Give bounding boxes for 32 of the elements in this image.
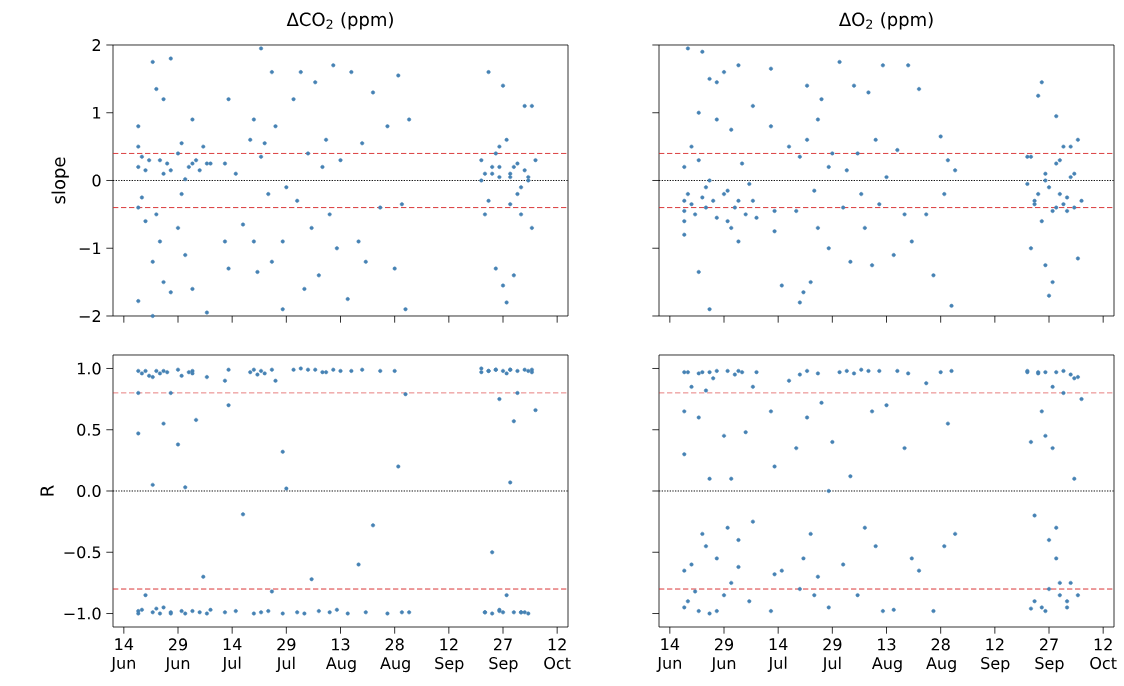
y-tick-label: 0.5 xyxy=(77,423,101,436)
x-tick-label: 29 Jun xyxy=(710,638,736,673)
x-tick-label: 28 Aug xyxy=(380,638,410,673)
x-tick-label: 13 Aug xyxy=(325,638,356,673)
x-tick-label: 14 Jun xyxy=(110,638,135,672)
x-tick-label: 14 Jun xyxy=(656,638,681,672)
y-tick-label: −0.5 xyxy=(64,546,101,559)
x-tick-label: 14 Jul xyxy=(767,638,788,672)
y-tick-label: 2 xyxy=(92,39,101,51)
y-tick-label: −1 xyxy=(79,242,101,255)
x-tick-label: 28 Aug xyxy=(926,638,956,673)
x-tick-label: 12 Oct xyxy=(1090,638,1117,670)
x-tick-label: 12 Sep xyxy=(981,638,1010,673)
y-tick-label: 0.0 xyxy=(77,484,101,498)
chart-title: ΔO$_{2}$ (ppm) xyxy=(839,12,933,30)
y-tick-label: 1.0 xyxy=(77,362,101,375)
x-tick-label: 27 Sep xyxy=(489,638,518,673)
chart-title: ΔCO$_{2}$ (ppm) xyxy=(286,12,393,30)
x-tick-label: 29 Jun xyxy=(164,638,190,673)
x-tick-label: 14 Jul xyxy=(221,638,242,672)
y-tick-label: −1.0 xyxy=(64,607,101,620)
x-tick-label: 13 Aug xyxy=(871,638,902,673)
y-tick-label: 0 xyxy=(92,174,101,187)
y-tick-label: −2 xyxy=(79,310,101,322)
x-tick-label: 29 Jul xyxy=(821,638,842,673)
x-tick-label: 27 Sep xyxy=(1035,638,1064,673)
y-axis-title: slope xyxy=(51,157,69,204)
y-axis-title: R xyxy=(40,485,54,496)
y-tick-label: 1 xyxy=(93,106,101,119)
x-tick-label: 29 Jul xyxy=(275,638,296,673)
x-tick-label: 12 Sep xyxy=(435,638,464,673)
x-tick-label: 12 Oct xyxy=(544,638,571,670)
